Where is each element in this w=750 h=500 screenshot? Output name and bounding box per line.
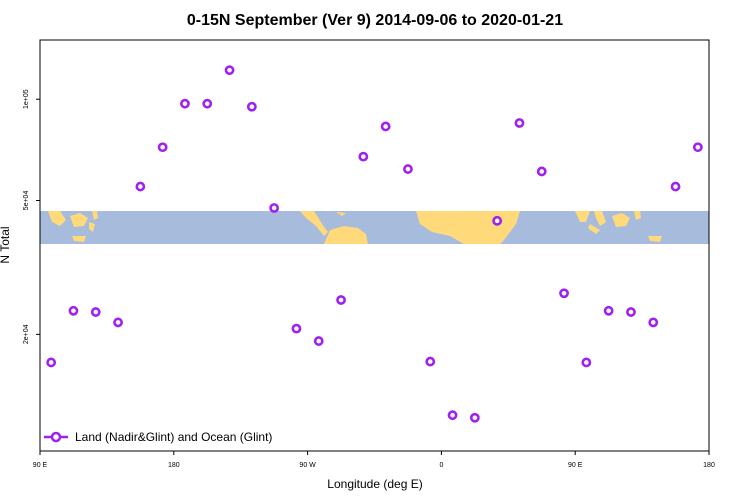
land-borneo-repeat bbox=[612, 213, 630, 227]
land-sumatra-repeat bbox=[588, 224, 600, 234]
land-indochina bbox=[594, 211, 606, 226]
data-point-0-6 bbox=[180, 98, 190, 109]
legend-label: Land (Nadir&Glint) and Ocean (Glint) bbox=[75, 430, 272, 444]
data-point-0-25 bbox=[603, 305, 614, 316]
data-point-0-4 bbox=[135, 181, 146, 192]
data-point-0-8 bbox=[224, 65, 235, 76]
data-point-0-14 bbox=[358, 151, 369, 162]
data-point-0-12 bbox=[313, 336, 324, 346]
land-philippines bbox=[92, 211, 98, 220]
data-point-0-22 bbox=[536, 166, 547, 177]
y-tick-label-1: 5e+04 bbox=[23, 191, 30, 211]
data-point-0-18 bbox=[447, 410, 458, 421]
data-point-0-27 bbox=[648, 317, 659, 328]
data-point-0-23 bbox=[559, 288, 569, 299]
land-sulawesi bbox=[89, 222, 95, 232]
data-point-0-5 bbox=[157, 142, 168, 153]
land-borneo bbox=[70, 213, 88, 227]
y-tick-label-2: 1e+05 bbox=[23, 89, 30, 109]
x-tick-label-5: 180 bbox=[703, 462, 715, 469]
data-point-0-9 bbox=[246, 101, 257, 112]
legend-marker bbox=[50, 431, 62, 443]
y-axis: 2e+04 5e+04 1e+05 bbox=[23, 89, 40, 344]
y-tick-label-0: 2e+04 bbox=[23, 324, 30, 344]
land-new-guinea bbox=[72, 236, 86, 242]
land-india bbox=[575, 211, 590, 222]
data-point-0-28 bbox=[670, 181, 681, 192]
data-point-0-15 bbox=[380, 121, 391, 132]
data-point-0-29 bbox=[692, 142, 703, 153]
data-point-0-0 bbox=[46, 357, 57, 368]
land-central-america bbox=[300, 211, 328, 236]
data-point-0-26 bbox=[626, 307, 636, 317]
data-point-0-21 bbox=[514, 118, 525, 128]
data-point-0-13 bbox=[336, 295, 346, 305]
data-point-0-7 bbox=[202, 98, 213, 109]
data-point-0-19 bbox=[469, 412, 480, 423]
data-point-0-11 bbox=[291, 323, 302, 334]
data-point-0-20 bbox=[492, 215, 503, 226]
legend: Land (Nadir&Glint) and Ocean (Glint) bbox=[44, 430, 272, 444]
ocean-band bbox=[40, 211, 709, 244]
land-new-guinea-repeat bbox=[648, 236, 662, 242]
land-southeast-asia bbox=[48, 211, 66, 226]
x-tick-label-4: 90 E bbox=[568, 462, 583, 469]
x-axis-title: Longitude (deg E) bbox=[327, 477, 422, 491]
data-point-0-24 bbox=[581, 357, 592, 368]
land-south-america bbox=[324, 226, 368, 244]
x-tick-label-2: 90 W bbox=[299, 462, 316, 469]
land-caribbean bbox=[336, 212, 346, 216]
data-point-0-1 bbox=[68, 305, 79, 316]
plot-frame bbox=[39, 39, 710, 452]
data-point-0-2 bbox=[90, 307, 101, 317]
data-point-0-16 bbox=[403, 164, 413, 174]
data-point-0-10 bbox=[269, 203, 280, 213]
x-axis: 90 E 180 90 W 0 90 E 180 bbox=[33, 451, 715, 469]
x-tick-label-3: 0 bbox=[439, 462, 443, 469]
data-point-0-17 bbox=[425, 356, 436, 367]
data-point-0-3 bbox=[113, 317, 123, 328]
y-axis-title: N Total bbox=[0, 226, 12, 263]
data-points bbox=[46, 65, 703, 423]
background-map bbox=[40, 211, 709, 244]
chart-title: 0-15N September (Ver 9) 2014-09-06 to 20… bbox=[187, 12, 563, 29]
x-tick-label-1: 180 bbox=[168, 462, 180, 469]
x-tick-label-0: 90 E bbox=[33, 462, 48, 469]
land-philippines-repeat bbox=[634, 211, 641, 220]
